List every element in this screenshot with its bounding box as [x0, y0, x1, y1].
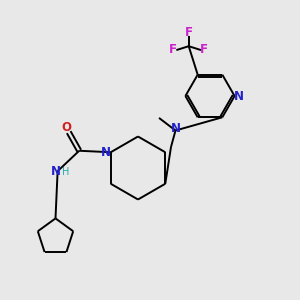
Text: O: O	[61, 121, 71, 134]
Text: F: F	[169, 43, 177, 56]
Text: N: N	[101, 146, 111, 159]
Text: F: F	[200, 43, 208, 56]
Text: N: N	[170, 122, 181, 136]
Text: F: F	[185, 26, 193, 39]
Text: N: N	[233, 89, 244, 103]
Text: H: H	[62, 167, 70, 177]
Text: N: N	[51, 165, 61, 178]
